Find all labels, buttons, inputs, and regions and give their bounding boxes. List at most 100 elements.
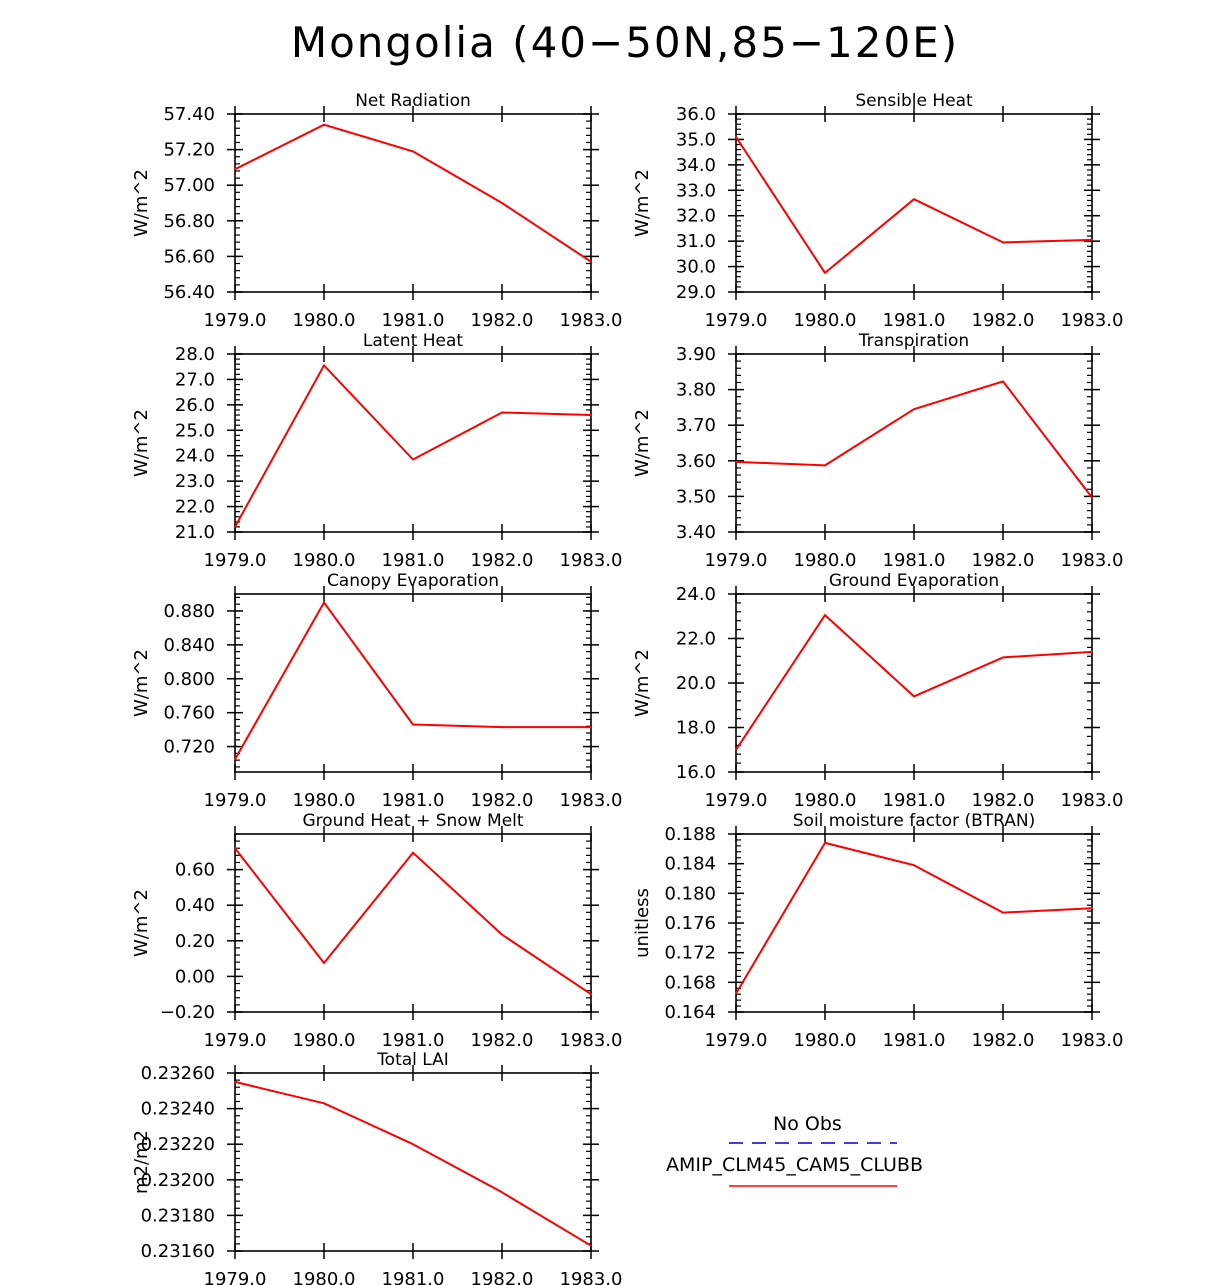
data-point xyxy=(824,614,826,616)
y-tick-label: 0.800 xyxy=(163,669,215,690)
x-tick-label: 1980.0 xyxy=(293,1269,356,1285)
data-point xyxy=(824,272,826,274)
y-tick-label: 16.0 xyxy=(676,762,716,783)
chart-panel: Latent Heat W/m^2 21.0 22.0 23.0 24.0 25.0 26.0… xyxy=(131,331,622,571)
y-tick-label: 35.0 xyxy=(676,129,716,150)
chart-title: Net Radiation xyxy=(355,91,471,111)
y-tick-label: 0.180 xyxy=(664,883,716,904)
y-tick-label: 0.880 xyxy=(163,601,215,622)
y-tick-label: 24.0 xyxy=(175,446,215,467)
data-point xyxy=(323,601,325,604)
chart-panel: Ground Heat + Snow Melt W/m^2 −0.20 0.00 0.2… xyxy=(131,811,622,1051)
y-tick-label: 34.0 xyxy=(676,155,716,176)
y-tick-label: 33.0 xyxy=(676,180,716,201)
chart-title: Ground Evaporation xyxy=(829,571,999,591)
x-tick-label: 1983.0 xyxy=(560,550,623,571)
x-tick-label: 1981.0 xyxy=(883,790,946,811)
plot-frame xyxy=(234,593,592,773)
series-line xyxy=(234,847,592,996)
x-tick-label: 1981.0 xyxy=(883,550,946,571)
x-tick-label: 1981.0 xyxy=(382,790,445,811)
data-point xyxy=(412,150,414,153)
y-tick-label: 0.23200 xyxy=(141,1170,215,1191)
y-tick-label: 3.80 xyxy=(676,380,716,401)
y-tick-label: 18.0 xyxy=(676,718,716,739)
data-point xyxy=(323,364,325,367)
plot-frame xyxy=(735,353,1093,533)
y-tick-label: 0.00 xyxy=(175,966,215,987)
data-point xyxy=(1091,651,1093,653)
x-tick-label: 1982.0 xyxy=(972,790,1035,811)
x-tick-label: 1981.0 xyxy=(382,1269,445,1285)
y-tick-label: 0.176 xyxy=(664,913,716,934)
data-point xyxy=(913,408,915,410)
x-tick-label: 1983.0 xyxy=(560,1030,623,1051)
x-tick-label: 1980.0 xyxy=(794,790,857,811)
x-tick-label: 1981.0 xyxy=(382,310,445,331)
y-tick-label: 3.70 xyxy=(676,415,716,436)
x-tick-label: 1983.0 xyxy=(1061,790,1124,811)
chart-panel: Soil moisture factor (BTRAN) unitless 0.16… xyxy=(632,811,1123,1051)
data-point xyxy=(501,1191,503,1194)
y-tick-label: 0.840 xyxy=(163,635,215,656)
x-tick-label: 1979.0 xyxy=(204,310,267,331)
y-tick-label: 36.0 xyxy=(676,104,716,125)
data-point xyxy=(1002,241,1004,244)
data-point xyxy=(590,1244,592,1247)
data-point xyxy=(501,411,503,414)
x-tick-label: 1979.0 xyxy=(705,1030,768,1051)
x-tick-label: 1982.0 xyxy=(471,1269,534,1285)
x-tick-label: 1983.0 xyxy=(560,310,623,331)
plot-frame xyxy=(234,1072,592,1252)
chart-title: Canopy Evaporation xyxy=(327,571,499,591)
y-tick-label: 56.60 xyxy=(163,246,215,267)
data-point xyxy=(234,168,236,170)
data-point xyxy=(501,202,503,204)
x-tick-label: 1983.0 xyxy=(560,790,623,811)
plot-frame xyxy=(735,113,1093,293)
y-tick-label: 0.184 xyxy=(664,854,716,875)
data-point xyxy=(501,726,503,728)
data-point xyxy=(735,992,737,995)
y-axis-label: W/m^2 xyxy=(131,889,152,957)
y-axis-label: W/m^2 xyxy=(131,409,152,477)
x-tick-label: 1983.0 xyxy=(560,1269,623,1285)
data-point xyxy=(913,198,915,200)
x-tick-label: 1979.0 xyxy=(705,550,768,571)
x-tick-label: 1981.0 xyxy=(883,1030,946,1051)
x-tick-label: 1982.0 xyxy=(471,1030,534,1051)
chart-title: Transpiration xyxy=(858,331,969,351)
chart-panel: Total LAI m2/m2 0.23160 0.23180 0.23200 0.232… xyxy=(131,1050,622,1285)
data-point xyxy=(590,726,592,728)
y-tick-label: 56.80 xyxy=(163,211,215,232)
chart-title: Sensible Heat xyxy=(855,91,973,111)
y-axis-label: unitless xyxy=(632,888,653,958)
x-tick-label: 1981.0 xyxy=(883,310,946,331)
y-tick-label: 56.40 xyxy=(163,282,215,303)
plot-frame xyxy=(735,593,1093,773)
data-point xyxy=(824,464,826,467)
data-point xyxy=(412,1143,414,1145)
x-tick-label: 1981.0 xyxy=(382,550,445,571)
y-tick-label: 57.40 xyxy=(163,104,215,125)
data-point xyxy=(590,993,592,995)
y-tick-label: 0.23220 xyxy=(141,1134,215,1155)
y-tick-label: 0.168 xyxy=(664,972,716,993)
x-tick-label: 1980.0 xyxy=(293,790,356,811)
data-point xyxy=(323,962,325,964)
x-tick-label: 1980.0 xyxy=(293,1030,356,1051)
chart-panel: Ground Evaporation W/m^2 16.0 18.0 20.0 22.0 2… xyxy=(632,571,1123,811)
x-tick-label: 1979.0 xyxy=(204,1269,267,1285)
series-line xyxy=(735,614,1093,751)
page-title: Mongolia (40−50N,85−120E) xyxy=(290,18,960,67)
chart-panel: Sensible Heat W/m^2 29.0 30.0 31.0 32.0 33.0 34… xyxy=(632,91,1123,331)
series-line xyxy=(234,1080,592,1247)
x-tick-label: 1980.0 xyxy=(293,310,356,331)
x-tick-label: 1979.0 xyxy=(204,1030,267,1051)
y-tick-label: 0.23180 xyxy=(141,1205,215,1226)
x-tick-label: 1980.0 xyxy=(794,310,857,331)
x-tick-label: 1982.0 xyxy=(471,310,534,331)
data-point xyxy=(323,1102,325,1105)
x-tick-label: 1982.0 xyxy=(471,790,534,811)
